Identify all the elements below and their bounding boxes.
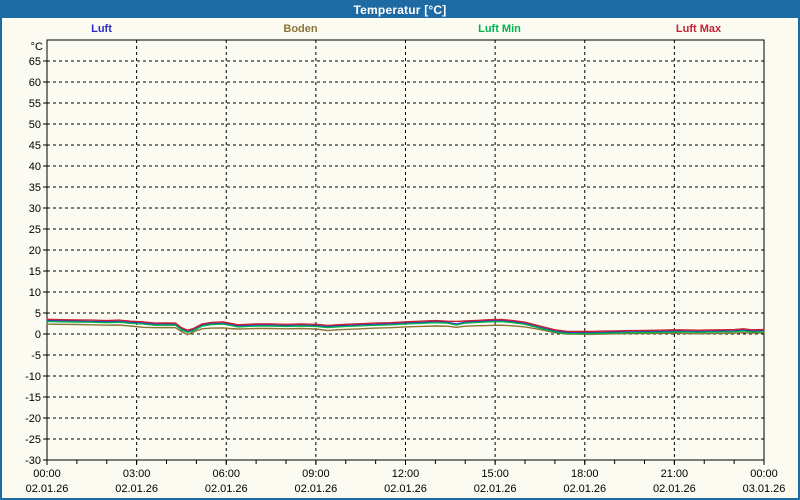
y-tick-label: 60 — [29, 77, 41, 89]
y-tick-label: 25 — [29, 224, 41, 236]
x-time-label: 00:00 — [33, 468, 61, 480]
legend: Luft Boden Luft Min Luft Max — [2, 18, 798, 40]
x-date-label: 02.01.26 — [653, 483, 696, 495]
y-tick-label: -15 — [25, 392, 41, 404]
y-tick-label: -20 — [25, 413, 41, 425]
x-time-label: 00:00 — [750, 468, 778, 480]
x-time-label: 12:00 — [392, 468, 420, 480]
y-tick-label: 15 — [29, 266, 41, 278]
title-bar: Temperatur [°C] — [2, 2, 798, 18]
legend-item-boden: Boden — [283, 23, 318, 35]
series-line-boden — [46, 323, 765, 336]
series-line-luft — [46, 319, 765, 334]
y-tick-label: 50 — [29, 119, 41, 131]
x-date-label: 02.01.26 — [384, 483, 427, 495]
x-date-label: 02.01.26 — [474, 483, 517, 495]
y-tick-label: 45 — [29, 140, 41, 152]
y-tick-label: -25 — [25, 434, 41, 446]
legend-item-luft-max: Luft Max — [675, 23, 722, 35]
y-tick-label: 20 — [29, 245, 41, 257]
series-line-luft-min — [46, 320, 765, 335]
y-tick-label: -30 — [25, 455, 41, 467]
y-tick-label: 30 — [29, 203, 41, 215]
y-axis-unit-label: °C — [31, 41, 43, 53]
series-line-luft-max — [46, 318, 765, 333]
y-tick-label: 10 — [29, 287, 41, 299]
x-time-label: 21:00 — [661, 468, 689, 480]
x-date-label: 02.01.26 — [294, 483, 337, 495]
chart-title: Temperatur [°C] — [353, 3, 447, 17]
y-tick-label: -5 — [31, 350, 41, 362]
x-date-label: 03.01.26 — [743, 483, 786, 495]
x-time-label: 18:00 — [571, 468, 599, 480]
y-tick-label: -10 — [25, 371, 41, 383]
y-tick-label: 55 — [29, 98, 41, 110]
y-tick-label: 35 — [29, 182, 41, 194]
x-time-label: 03:00 — [123, 468, 151, 480]
y-tick-label: 40 — [29, 161, 41, 173]
x-date-label: 02.01.26 — [26, 483, 69, 495]
x-date-label: 02.01.26 — [115, 483, 158, 495]
x-time-label: 09:00 — [302, 468, 330, 480]
x-time-label: 06:00 — [212, 468, 240, 480]
plot-border — [46, 39, 765, 461]
y-tick-label: 0 — [35, 329, 41, 341]
legend-item-luft-min: Luft Min — [478, 23, 521, 35]
legend-item-luft: Luft — [91, 23, 112, 35]
y-tick-label: 65 — [29, 56, 41, 68]
x-date-label: 02.01.26 — [205, 483, 248, 495]
y-tick-label: 5 — [35, 308, 41, 320]
x-time-label: 15:00 — [481, 468, 509, 480]
x-date-label: 02.01.26 — [563, 483, 606, 495]
